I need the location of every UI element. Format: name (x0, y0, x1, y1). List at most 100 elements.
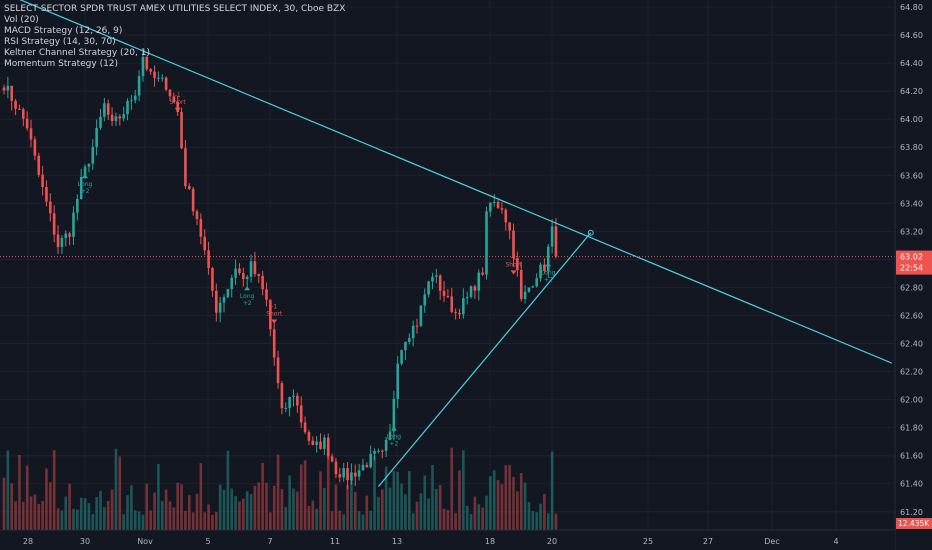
volume-bar (442, 508, 446, 530)
volume-bar (242, 498, 245, 530)
candle-body (357, 470, 361, 477)
candle-body (334, 461, 338, 475)
candle-body (469, 286, 473, 297)
volume-bar (539, 503, 542, 530)
indicator-keltner[interactable]: Keltner Channel Strategy (20, 1) (4, 48, 150, 58)
volume-bar (191, 512, 195, 530)
indicator-volume[interactable]: Vol (20) (4, 15, 39, 25)
volume-bar (369, 510, 372, 530)
indicator-momentum[interactable]: Momentum Strategy (12) (4, 59, 119, 69)
candle-body (2, 87, 6, 91)
candle-body (326, 437, 330, 457)
current-price-value: 63.02 (900, 253, 923, 262)
volume-bar (22, 501, 25, 530)
volume-bar (126, 495, 129, 530)
candle-body (496, 201, 500, 209)
candle-body (288, 396, 291, 408)
volume-bar (554, 513, 558, 530)
volume-bar (234, 496, 237, 530)
volume-bar (157, 463, 160, 530)
volume-bar (323, 487, 326, 530)
indicator-rsi[interactable]: RSI Strategy (14, 30, 70) (4, 37, 116, 47)
time-tick-label: Dec (764, 537, 779, 546)
volume-bar (199, 463, 203, 530)
candle-body (473, 286, 477, 291)
price-axis-bg (895, 0, 932, 550)
volume-bar (41, 501, 44, 530)
candle-body (519, 270, 523, 299)
candle-body (83, 166, 87, 177)
volume-bar (52, 450, 56, 530)
candle-body (133, 95, 137, 101)
volume-bar (56, 508, 60, 530)
signal-label: Short (505, 261, 522, 268)
indicator-macd[interactable]: MACD Strategy (12, 26, 9) (4, 26, 123, 36)
volume-bar (462, 450, 465, 530)
time-tick-label: 5 (205, 537, 210, 546)
volume-bar (110, 489, 114, 530)
volume-bar (18, 454, 21, 530)
volume-bar (384, 466, 388, 530)
candle-body (311, 440, 315, 445)
candle-body (365, 465, 369, 468)
candle-body (87, 163, 91, 167)
volume-bar (95, 497, 98, 530)
volume-bar (516, 491, 519, 530)
signal-label: Short (266, 310, 283, 317)
volume-bar (435, 488, 438, 530)
candle-body (296, 395, 299, 406)
candle-body (99, 116, 102, 128)
volume-bar (203, 512, 207, 530)
volume-bar (141, 514, 145, 530)
candle-body (346, 468, 349, 481)
volume-bar (211, 514, 214, 530)
candle-body (272, 329, 276, 358)
candle-body (442, 290, 446, 297)
candle-body (103, 103, 106, 117)
candle-body (29, 128, 33, 140)
volume-bar (272, 485, 276, 530)
candle-body (431, 276, 434, 282)
volume-bar (485, 495, 488, 530)
candle-body (539, 264, 542, 279)
volume-bar (269, 512, 272, 530)
candle-body (411, 325, 415, 339)
volume-bar (338, 510, 342, 530)
candle-body (307, 432, 311, 441)
candle-body (550, 226, 554, 247)
candle-body (315, 441, 318, 445)
volume-bar (446, 509, 450, 530)
candle-body (523, 291, 527, 299)
volume-bar (519, 473, 523, 530)
volume-bar (496, 480, 500, 530)
signal-label: Long (387, 433, 402, 440)
candle-body (361, 465, 365, 471)
candle-body (353, 472, 357, 477)
badge-bg (896, 518, 932, 529)
candle-body (106, 103, 110, 115)
candle-body (269, 299, 272, 330)
signal-arrow-down-icon (510, 270, 517, 275)
time-tick-label: 27 (703, 537, 713, 546)
candle-body (60, 238, 64, 247)
time-tick-label: 30 (80, 537, 90, 546)
candle-body (319, 441, 322, 449)
signal-qty: -1 (175, 92, 181, 99)
symbol-title[interactable]: SELECT SECTOR SPDR TRUST AMEX UTILITIES … (4, 4, 346, 14)
volume-bar (454, 513, 457, 530)
signal-arrow-up-icon (390, 426, 397, 431)
time-tick-label: 7 (267, 537, 272, 546)
time-tick-label: Nov (137, 537, 153, 546)
volume-bar (249, 494, 253, 530)
candle-body (195, 211, 199, 220)
volume-bar (91, 514, 95, 530)
candle-body (280, 383, 284, 409)
volume-bar (334, 484, 338, 530)
candle-body (41, 174, 44, 187)
candle-body (238, 268, 241, 274)
price-tick-label: 61.80 (900, 424, 923, 433)
candle-body (180, 112, 183, 149)
